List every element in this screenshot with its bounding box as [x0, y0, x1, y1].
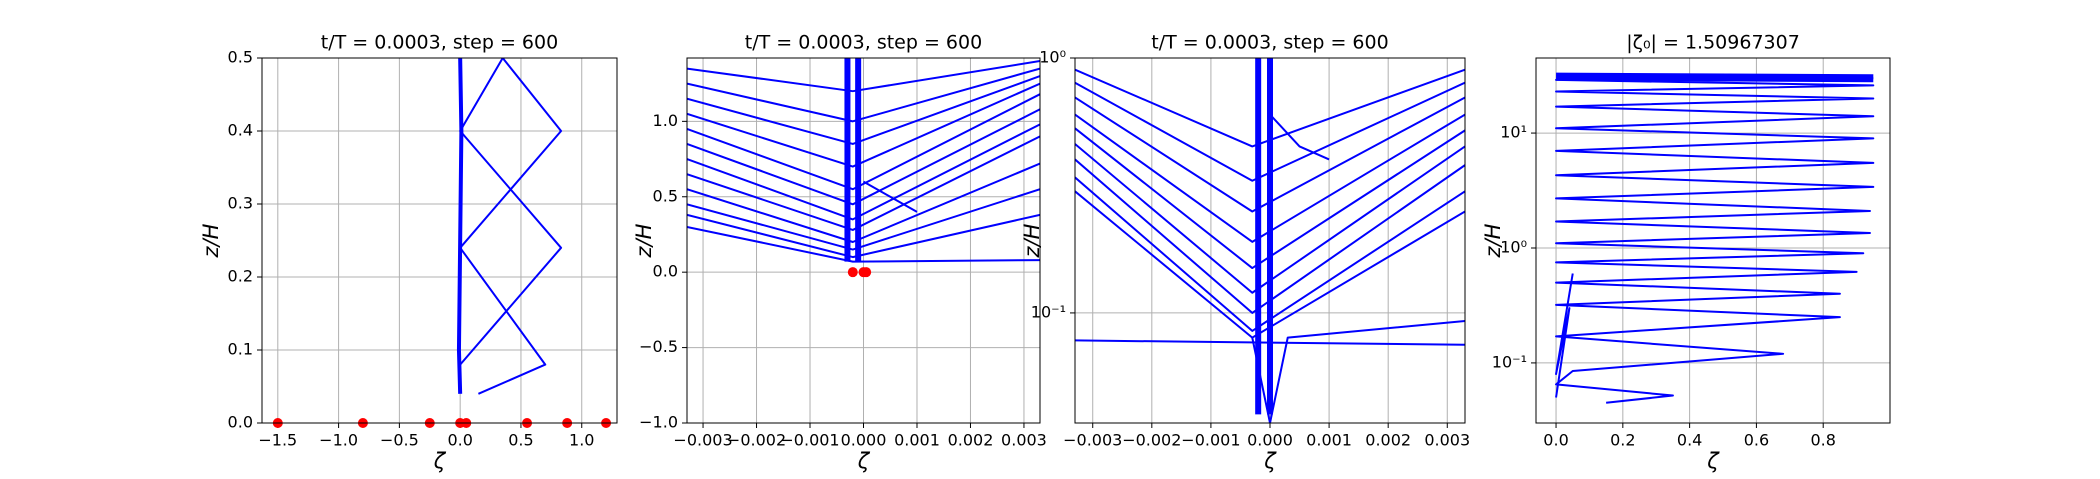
data-line: [687, 188, 1040, 251]
data-line: [1556, 72, 1874, 83]
chart-title: |ζ₀| = 1.50967307: [1626, 32, 1800, 54]
data-line: [1555, 77, 1875, 404]
axes-frame: [1074, 57, 1466, 424]
plot-area: [1075, 58, 1465, 423]
y-tick-label: 0.1: [228, 340, 253, 359]
axes-frame: [1535, 57, 1891, 424]
x-axis-label: ζ: [857, 449, 871, 473]
x-tick-label: −0.5: [380, 431, 419, 450]
data-line: [687, 60, 1040, 93]
y-tick-label: 0.5: [653, 186, 678, 205]
data-line: [459, 58, 563, 366]
data-line: [1075, 113, 1465, 243]
axes-frame: [261, 57, 618, 424]
data-line: [1555, 273, 1574, 398]
x-axis-label: ζ: [433, 449, 447, 473]
data-line: [687, 93, 1040, 191]
x-tick-label: 0.001: [1306, 431, 1352, 450]
y-tick-label: 10⁻¹: [1031, 302, 1066, 321]
data-line: [1075, 143, 1465, 294]
x-axis-label: ζ: [1706, 449, 1720, 473]
data-line: [1269, 113, 1330, 161]
x-tick-label: 0.001: [894, 431, 940, 450]
x-tick-label: −0.002: [1122, 431, 1181, 450]
data-line: [1075, 68, 1465, 148]
x-axis-label: ζ: [1263, 449, 1277, 473]
x-tick-label: 0.4: [1677, 431, 1702, 450]
y-tick-label: 10⁻¹: [1492, 352, 1527, 371]
data-line: [687, 123, 1040, 221]
data-line: [456, 58, 464, 394]
x-tick-label: −1.0: [319, 431, 358, 450]
chart-title: t/T = 0.0003, step = 600: [321, 32, 558, 54]
data-line: [1075, 158, 1465, 314]
data-line: [687, 82, 1040, 168]
data-line: [1075, 96, 1465, 213]
axes-frame: [686, 57, 1041, 424]
y-tick-label: −0.5: [639, 337, 678, 356]
y-tick-label: 0.4: [228, 121, 253, 140]
x-tick-label: 1.0: [569, 431, 594, 450]
data-line: [459, 58, 563, 395]
chart-title: t/T = 0.0003, step = 600: [1151, 32, 1388, 54]
data-line: [687, 213, 1040, 259]
y-tick-label: 0.0: [228, 413, 253, 432]
x-tick-label: 0.003: [1001, 431, 1047, 450]
data-line: [687, 108, 1040, 206]
x-tick-label: 0.002: [948, 431, 994, 450]
x-tick-label: −0.001: [780, 431, 839, 450]
data-line: [687, 67, 1040, 123]
data-line: [1075, 81, 1465, 182]
x-tick-label: 0.000: [841, 431, 887, 450]
y-tick-label: 10⁰: [1039, 48, 1066, 67]
data-line: [687, 135, 1040, 231]
y-tick-label: 10¹: [1500, 123, 1527, 142]
x-tick-label: 0.003: [1424, 431, 1470, 450]
data-point: [861, 267, 872, 278]
x-tick-label: 0.2: [1610, 431, 1635, 450]
y-tick-label: −1.0: [639, 413, 678, 432]
plot-area: [1555, 72, 1875, 404]
x-tick-label: −0.003: [673, 431, 732, 450]
data-line: [687, 75, 1040, 145]
x-tick-label: 0.0: [447, 431, 472, 450]
x-tick-label: −0.001: [1181, 431, 1240, 450]
y-tick-label: 0.2: [228, 267, 253, 286]
y-axis-label: z/H: [1481, 223, 1505, 258]
data-line: [1075, 176, 1465, 332]
data-point: [847, 267, 858, 278]
plot-area: [456, 58, 563, 395]
y-tick-label: 0.5: [228, 48, 253, 67]
data-line: [1075, 127, 1465, 270]
y-tick-label: 1.0: [653, 111, 678, 130]
y-tick-label: 10⁰: [1500, 237, 1527, 256]
x-tick-label: 0.8: [1810, 431, 1835, 450]
plot-area: [687, 58, 1040, 263]
x-tick-label: 0.6: [1744, 431, 1769, 450]
data-line: [687, 225, 1040, 263]
chart-title: t/T = 0.0003, step = 600: [745, 32, 982, 54]
y-tick-label: 0.0: [653, 262, 678, 281]
data-line: [687, 162, 1040, 244]
x-tick-label: 0.0: [1543, 431, 1568, 450]
x-tick-label: −0.002: [727, 431, 786, 450]
y-axis-label: z/H: [199, 223, 223, 258]
x-tick-label: −1.5: [258, 431, 297, 450]
x-tick-label: 0.5: [508, 431, 533, 450]
x-tick-label: −0.003: [1063, 431, 1122, 450]
x-tick-label: 0.002: [1365, 431, 1411, 450]
x-tick-label: 0.000: [1247, 431, 1293, 450]
y-axis-label: z/H: [632, 223, 656, 258]
data-line: [863, 180, 918, 213]
y-tick-label: 0.3: [228, 194, 253, 213]
y-axis-label: z/H: [1020, 223, 1044, 258]
